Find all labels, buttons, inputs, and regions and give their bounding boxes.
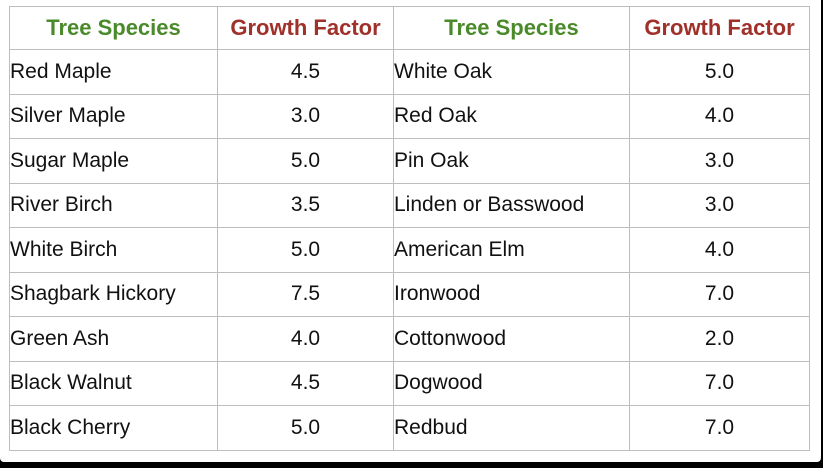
left-growth-factor-cell: 5.0 (217, 138, 394, 184)
right-growth-factor-cell: 5.0 (629, 49, 810, 95)
right-species-cell: Ironwood (393, 271, 630, 317)
left-species-cell: Sugar Maple (9, 138, 218, 184)
right-growth-factor-cell: 2.0 (629, 316, 810, 362)
right-growth-factor-cell: 7.0 (629, 271, 810, 317)
table-row: White Birch 5.0 American Elm 4.0 (9, 227, 810, 273)
right-species-cell: Redbud (393, 405, 630, 451)
left-growth-factor-cell: 5.0 (217, 227, 394, 273)
right-growth-factor-cell: 7.0 (629, 405, 810, 451)
left-growth-factor-cell: 3.5 (217, 182, 394, 228)
table-row: Black Cherry 5.0 Redbud 7.0 (9, 405, 810, 451)
header-tree-species-left: Tree Species (9, 6, 218, 50)
left-growth-factor-cell: 4.5 (217, 360, 394, 406)
left-growth-factor-cell: 3.0 (217, 93, 394, 139)
header-growth-factor-right: Growth Factor (629, 6, 810, 50)
right-growth-factor-cell: 4.0 (629, 93, 810, 139)
table-row: Green Ash 4.0 Cottonwood 2.0 (9, 316, 810, 362)
header-tree-species-right: Tree Species (393, 6, 630, 50)
right-growth-factor-cell: 4.0 (629, 227, 810, 273)
table-row: River Birch 3.5 Linden or Basswood 3.0 (9, 182, 810, 228)
right-growth-factor-cell: 3.0 (629, 138, 810, 184)
right-growth-factor-cell: 7.0 (629, 360, 810, 406)
left-species-cell: Green Ash (9, 316, 218, 362)
growth-factor-table: Tree Species Growth Factor Tree Species … (9, 6, 810, 451)
table-body: Red Maple 4.5 White Oak 5.0 Silver Maple 3.0 R… (9, 49, 810, 451)
left-species-cell: Black Walnut (9, 360, 218, 406)
left-growth-factor-cell: 4.5 (217, 49, 394, 95)
left-growth-factor-cell: 7.5 (217, 271, 394, 317)
left-species-cell: Silver Maple (9, 93, 218, 139)
right-species-cell: Red Oak (393, 93, 630, 139)
right-species-cell: Dogwood (393, 360, 630, 406)
left-species-cell: White Birch (9, 227, 218, 273)
table-row: Sugar Maple 5.0 Pin Oak 3.0 (9, 138, 810, 184)
table-row: Silver Maple 3.0 Red Oak 4.0 (9, 93, 810, 139)
left-growth-factor-cell: 4.0 (217, 316, 394, 362)
right-species-cell: Linden or Basswood (393, 182, 630, 228)
right-species-cell: American Elm (393, 227, 630, 273)
right-species-cell: Pin Oak (393, 138, 630, 184)
right-growth-factor-cell: 3.0 (629, 182, 810, 228)
left-species-cell: Black Cherry (9, 405, 218, 451)
table-row: Shagbark Hickory 7.5 Ironwood 7.0 (9, 271, 810, 317)
right-species-cell: White Oak (393, 49, 630, 95)
table-row: Black Walnut 4.5 Dogwood 7.0 (9, 360, 810, 406)
left-species-cell: Red Maple (9, 49, 218, 95)
left-species-cell: Shagbark Hickory (9, 271, 218, 317)
header-row: Tree Species Growth Factor Tree Species … (9, 6, 810, 50)
table-row: Red Maple 4.5 White Oak 5.0 (9, 49, 810, 95)
header-growth-factor-left: Growth Factor (217, 6, 394, 50)
left-species-cell: River Birch (9, 182, 218, 228)
right-species-cell: Cottonwood (393, 316, 630, 362)
left-growth-factor-cell: 5.0 (217, 405, 394, 451)
